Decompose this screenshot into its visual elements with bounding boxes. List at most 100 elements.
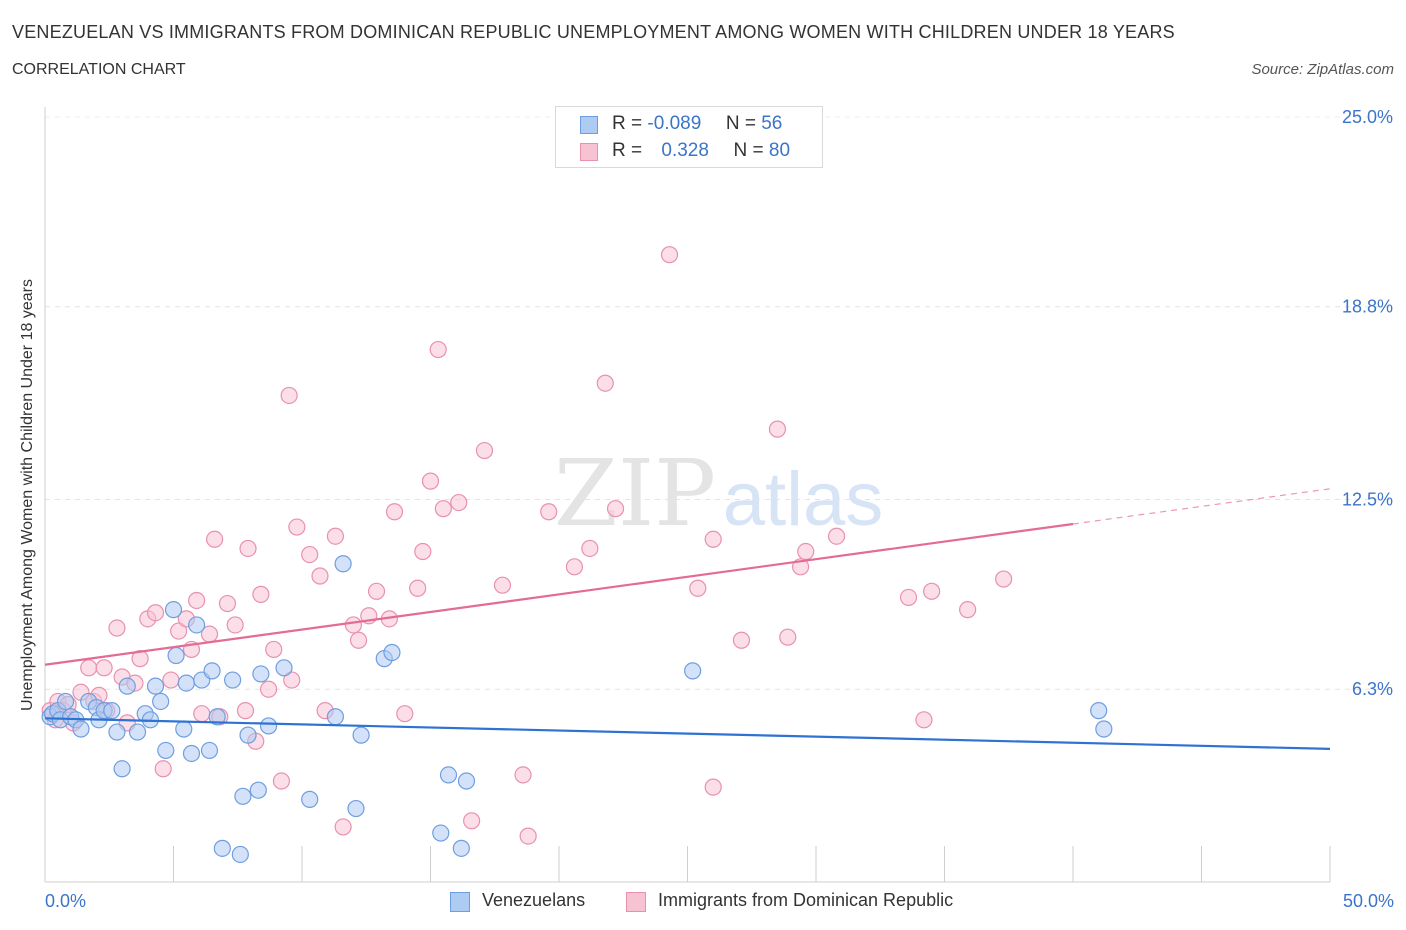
venezuelan-point[interactable]: [203, 662, 221, 680]
venezuelan-point[interactable]: [301, 790, 319, 808]
dominican-point[interactable]: [283, 671, 301, 689]
dominican-point[interactable]: [239, 539, 257, 558]
venezuelan-point[interactable]: [224, 671, 242, 689]
venezuelan-point[interactable]: [128, 723, 147, 741]
venezuelan-point[interactable]: [103, 702, 121, 720]
venezuelan-point[interactable]: [352, 726, 370, 744]
dominican-point[interactable]: [146, 604, 165, 622]
dominican-point[interactable]: [915, 711, 933, 729]
dominican-point[interactable]: [450, 493, 468, 512]
dominican-point[interactable]: [995, 570, 1013, 588]
dominican-point[interactable]: [660, 246, 679, 264]
venezuelan-point[interactable]: [175, 720, 193, 738]
dominican-point[interactable]: [226, 616, 244, 634]
dominican-point[interactable]: [349, 631, 368, 649]
venezuelan-point[interactable]: [234, 787, 252, 805]
venezuelan-point[interactable]: [1095, 720, 1113, 738]
dominican-point[interactable]: [108, 619, 126, 637]
dominican-point[interactable]: [519, 827, 537, 845]
dominican-point[interactable]: [344, 616, 362, 634]
dominican-point[interactable]: [899, 588, 918, 607]
venezuelan-point[interactable]: [684, 662, 702, 680]
dominican-point[interactable]: [779, 628, 797, 646]
dominican-point[interactable]: [154, 760, 172, 778]
dominican-point[interactable]: [596, 374, 614, 392]
venezuelan-point[interactable]: [252, 665, 270, 683]
dominican-point[interactable]: [514, 766, 532, 784]
venezuelan-point[interactable]: [200, 741, 219, 760]
dominican-point[interactable]: [704, 778, 722, 796]
venezuelan-point[interactable]: [334, 555, 352, 573]
venezuelan-point[interactable]: [347, 799, 365, 818]
dominican-point[interactable]: [581, 539, 599, 558]
dominican-point[interactable]: [959, 601, 977, 619]
venezuelan-point[interactable]: [56, 692, 75, 711]
dominican-point[interactable]: [463, 812, 481, 830]
dominican-point[interactable]: [301, 545, 319, 564]
dominican-point[interactable]: [259, 680, 278, 698]
dominican-point[interactable]: [206, 530, 224, 548]
venezuelan-point[interactable]: [275, 659, 293, 677]
venezuelan-point[interactable]: [177, 674, 195, 692]
dominican-point[interactable]: [689, 579, 707, 597]
dominican-point[interactable]: [409, 579, 427, 597]
dominican-point[interactable]: [218, 594, 237, 613]
dominican-point[interactable]: [280, 386, 298, 405]
venezuelan-point[interactable]: [72, 720, 90, 738]
venezuelan-point[interactable]: [182, 744, 201, 763]
venezuelan-point[interactable]: [164, 601, 183, 619]
venezuelan-point[interactable]: [213, 839, 231, 857]
dominican-point[interactable]: [326, 527, 345, 545]
dominican-point[interactable]: [827, 527, 846, 545]
dominican-point[interactable]: [429, 340, 447, 359]
dominican-point[interactable]: [334, 818, 352, 836]
venezuelan-point[interactable]: [326, 708, 345, 726]
dominican-point[interactable]: [732, 631, 751, 649]
dominican-point[interactable]: [475, 441, 494, 460]
dominican-point[interactable]: [265, 640, 283, 659]
venezuelan-point[interactable]: [452, 839, 470, 857]
venezuelan-point[interactable]: [152, 692, 170, 711]
venezuelan-point[interactable]: [1090, 702, 1108, 720]
dominican-point[interactable]: [252, 585, 270, 603]
dominican-point[interactable]: [768, 420, 787, 438]
venezuelan-point[interactable]: [239, 726, 257, 744]
venezuelan-point[interactable]: [231, 845, 249, 864]
dominican-point[interactable]: [540, 503, 558, 521]
venezuelan-point[interactable]: [208, 708, 226, 726]
venezuelan-point[interactable]: [188, 616, 206, 634]
venezuelan-point[interactable]: [432, 824, 450, 842]
dominican-point[interactable]: [421, 472, 440, 490]
venezuelan-point[interactable]: [167, 646, 185, 665]
venezuelan-point[interactable]: [383, 643, 401, 662]
dominican-point[interactable]: [414, 542, 432, 561]
dominican-point[interactable]: [288, 518, 306, 536]
venezuelan-point[interactable]: [146, 677, 165, 695]
dominican-point[interactable]: [80, 659, 98, 677]
venezuelan-point[interactable]: [439, 766, 458, 784]
dominican-point[interactable]: [396, 705, 414, 723]
venezuelan-point[interactable]: [259, 717, 278, 735]
dominican-point[interactable]: [704, 530, 722, 548]
dominican-point[interactable]: [311, 567, 329, 585]
venezuelan-point[interactable]: [157, 741, 175, 760]
dominican-point[interactable]: [188, 591, 206, 610]
dominican-point[interactable]: [272, 772, 291, 790]
dominican-point[interactable]: [95, 659, 113, 677]
dominican-point[interactable]: [367, 582, 386, 600]
dominican-point[interactable]: [385, 503, 404, 521]
venezuelan-point[interactable]: [249, 781, 267, 799]
dominican-point[interactable]: [493, 576, 512, 594]
dominican-point[interactable]: [236, 702, 255, 720]
dominican-point[interactable]: [170, 622, 188, 640]
dominican-point[interactable]: [162, 671, 180, 689]
dominican-point[interactable]: [606, 500, 625, 518]
dominican-point[interactable]: [434, 500, 452, 518]
venezuelan-point[interactable]: [118, 677, 136, 695]
venezuelan-point[interactable]: [108, 723, 126, 741]
dominican-point[interactable]: [923, 582, 941, 600]
dominican-point[interactable]: [565, 558, 584, 576]
dominican-point[interactable]: [193, 705, 211, 723]
dominican-point[interactable]: [797, 542, 815, 561]
venezuelan-point[interactable]: [457, 772, 476, 790]
